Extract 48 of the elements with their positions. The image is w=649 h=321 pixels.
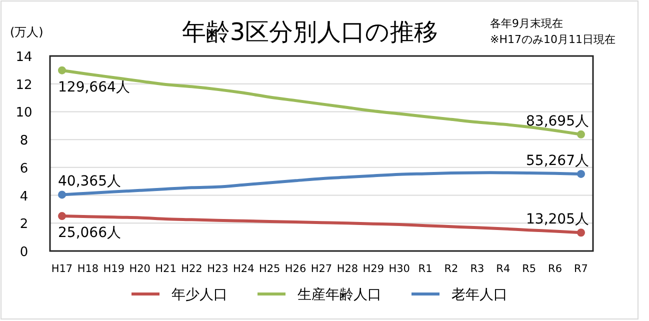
x-tick-label: R2 — [444, 263, 458, 275]
x-tick-label: H19 — [103, 263, 125, 275]
point — [577, 170, 585, 178]
point — [58, 190, 66, 199]
x-tick-label: H22 — [181, 263, 202, 275]
x-tick-label: R3 — [470, 263, 484, 275]
y-axis-title: (万人) — [10, 25, 44, 39]
x-tick-label: H21 — [155, 263, 176, 275]
point — [58, 212, 66, 220]
x-tick-label: R4 — [496, 263, 510, 275]
legend-label: 年少人口 — [172, 287, 228, 303]
y-tick-label: 4 — [20, 189, 28, 204]
text: ※H17のみ10月11日現在 — [490, 33, 616, 46]
y-tick-label: 0 — [20, 245, 28, 260]
x-tick-label: H28 — [336, 263, 358, 275]
annotation: 55,267人 — [526, 152, 589, 169]
annotation: 13,205人 — [526, 212, 589, 228]
y-tick-label: 10 — [16, 106, 32, 121]
annotation: 40,365人 — [58, 174, 121, 190]
annotation: 83,695人 — [526, 113, 589, 130]
text: 各年9月末現在 — [490, 17, 563, 30]
chart-title: 年齢3区分別人口の推移 — [182, 18, 438, 46]
point — [577, 130, 585, 138]
y-tick-label: 12 — [16, 78, 32, 93]
point — [58, 66, 66, 74]
y-tick-label: 14 — [16, 50, 32, 65]
x-tick-label: R1 — [418, 263, 432, 275]
x-tick-label: R5 — [522, 263, 536, 275]
x-tick-label: H20 — [129, 263, 150, 275]
x-tick-label: H25 — [258, 263, 280, 275]
y-tick-label: 8 — [20, 134, 28, 149]
x-tick-label: R7 — [574, 263, 588, 275]
y-tick-label: 6 — [20, 161, 28, 176]
x-tick-label: H23 — [207, 263, 228, 275]
legend-label: 老年人口 — [452, 287, 508, 303]
annotation: 25,066人 — [58, 225, 121, 242]
x-tick-label: H27 — [310, 263, 332, 275]
y-tick-label: 2 — [20, 217, 28, 232]
x-tick-label: R6 — [548, 263, 562, 275]
x-tick-label: H17 — [51, 263, 73, 275]
point — [577, 228, 585, 237]
x-tick-label: H24 — [233, 263, 255, 275]
annotation: 129,664人 — [58, 79, 130, 96]
x-tick-label: H26 — [284, 263, 306, 275]
x-tick-label: H29 — [362, 263, 384, 275]
x-tick-label: H18 — [77, 263, 99, 275]
x-tick-label: H30 — [388, 263, 410, 275]
legend-label: 生産年齢人口 — [298, 287, 382, 303]
